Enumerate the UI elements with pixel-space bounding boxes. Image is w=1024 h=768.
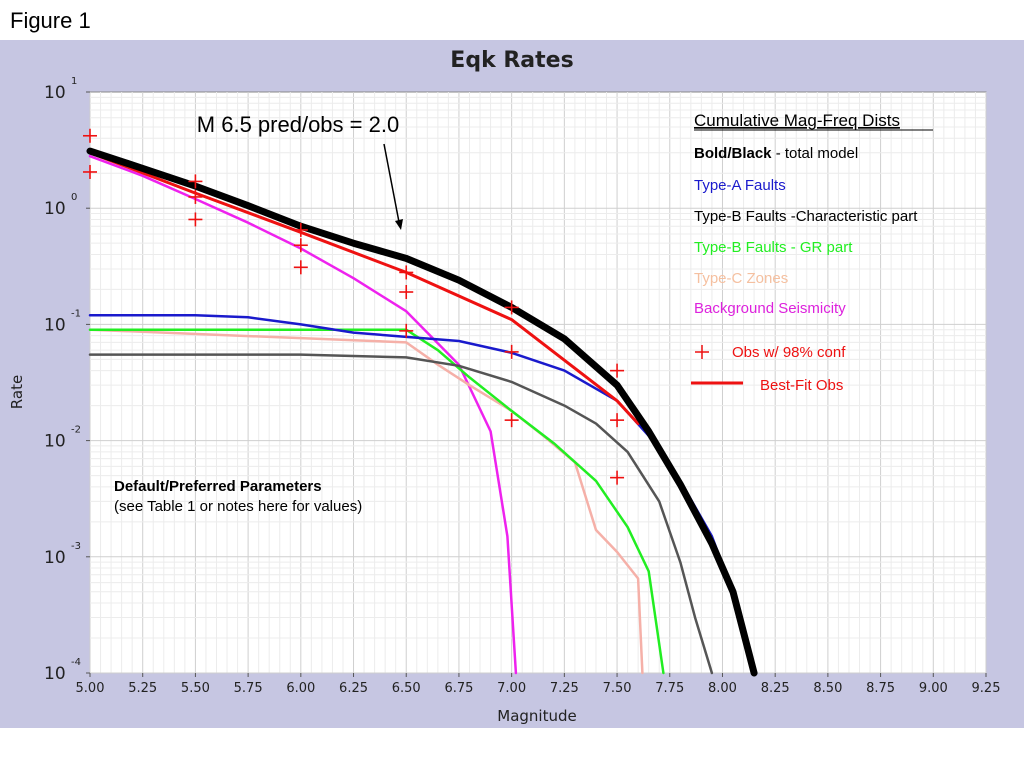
x-tick-label: 5.75 [234, 681, 263, 696]
obs-marker [188, 174, 203, 189]
legend-total: Bold/Black - total model [694, 145, 858, 162]
obs-marker [504, 344, 519, 359]
obs-marker [504, 413, 519, 428]
annotation-arrowhead [395, 219, 403, 230]
y-tick-exponent: 1 [71, 76, 77, 87]
params-note-title: Default/Preferred Parameters [114, 478, 322, 495]
observations-group [83, 128, 625, 485]
series-line-background [88, 154, 518, 675]
y-tick-label: 10 -4 [44, 657, 81, 684]
grid [89, 92, 987, 674]
obs-marker [293, 260, 308, 275]
x-tick-label: 7.25 [550, 681, 579, 696]
obs-marker [399, 265, 414, 280]
obs-marker [293, 238, 308, 253]
params-note-subtitle: (see Table 1 or notes here for values) [114, 498, 362, 515]
y-tick-base: 10 [44, 664, 66, 684]
obs-marker [610, 470, 625, 485]
series-line-type_b_char [88, 353, 714, 675]
obs-marker [610, 413, 625, 428]
legend-obs-marker [695, 345, 709, 359]
legend-total-bold: Bold/Black [694, 145, 772, 162]
y-tick-label: 10 1 [44, 76, 77, 103]
obs-marker [399, 323, 414, 338]
x-tick-label: 6.75 [444, 681, 473, 696]
obs-marker [83, 164, 97, 179]
legend-heading: Cumulative Mag-Freq Dists [694, 111, 900, 130]
params-note: Default/Preferred Parameters (see Table … [114, 478, 362, 515]
legend: Cumulative Mag-Freq Dists Bold/Black - t… [691, 111, 933, 394]
series-line-total [86, 147, 758, 677]
y-tick-exponent: -2 [71, 425, 81, 436]
x-tick-label: 8.00 [708, 681, 737, 696]
x-tick-label: 8.75 [866, 681, 895, 696]
axes: 5.00 5.25 5.50 5.75 6.00 6.25 6.50 6.75 7.00 7.25… [44, 76, 1000, 696]
legend-best-fit: Best-Fit Obs [760, 377, 843, 394]
x-tick-label: 5.25 [128, 681, 157, 696]
x-tick-label: 8.25 [761, 681, 790, 696]
obs-marker [83, 128, 97, 143]
y-tick-base: 10 [44, 83, 66, 103]
y-tick-label: 10 -2 [44, 425, 81, 452]
obs-marker [610, 363, 625, 378]
x-tick-label: 6.25 [339, 681, 368, 696]
obs-marker [188, 212, 203, 227]
chart-panel: 5.00 5.25 5.50 5.75 6.00 6.25 6.50 6.75 7.00 7.25… [0, 40, 1024, 728]
plot-area [89, 91, 987, 674]
series-line-type_b_gr [88, 328, 665, 675]
obs-marker [188, 189, 203, 204]
obs-marker [399, 285, 414, 300]
legend-obs: Obs w/ 98% conf [732, 344, 846, 361]
y-tick-label: 10 -1 [44, 308, 81, 335]
y-tick-base: 10 [44, 315, 66, 335]
y-axis-label: Rate [8, 375, 26, 409]
legend-type-b-gr: Type-B Faults - GR part [694, 239, 853, 256]
obs-marker [504, 300, 519, 315]
x-tick-label: 8.50 [813, 681, 842, 696]
y-tick-label: 10 -3 [44, 541, 81, 568]
obs-marker [293, 222, 308, 237]
x-tick-label: 5.50 [181, 681, 210, 696]
x-tick-label: 7.50 [603, 681, 632, 696]
x-tick-label: 9.00 [919, 681, 948, 696]
legend-type-b-char: Type-B Faults -Characteristic part [694, 208, 918, 225]
y-tick-base: 10 [44, 432, 66, 452]
x-tick-label: 6.50 [392, 681, 421, 696]
chart: 5.00 5.25 5.50 5.75 6.00 6.25 6.50 6.75 7.00 7.25… [8, 48, 1000, 725]
legend-type-a: Type-A Faults [694, 177, 786, 194]
figure-label: Figure 1 [10, 8, 91, 33]
y-tick-exponent: -4 [71, 657, 81, 668]
x-tick-label: 7.00 [497, 681, 526, 696]
chart-title: Eqk Rates [450, 48, 573, 73]
y-tick-exponent: 0 [71, 192, 77, 203]
y-tick-exponent: -1 [71, 308, 81, 319]
y-tick-base: 10 [44, 199, 66, 219]
x-tick-label: 9.25 [972, 681, 1001, 696]
legend-type-c: Type-C Zones [694, 270, 788, 287]
annotation: M 6.5 pred/obs = 2.0 [197, 112, 403, 230]
x-tick-label: 7.75 [655, 681, 684, 696]
legend-total-rest: - total model [772, 145, 859, 162]
annotation-text: M 6.5 pred/obs = 2.0 [197, 112, 399, 137]
x-tick-label: 6.00 [286, 681, 315, 696]
y-tick-exponent: -3 [71, 541, 81, 552]
legend-background: Background Seismicity [694, 300, 846, 317]
y-tick-label: 10 0 [44, 192, 77, 219]
x-axis-label: Magnitude [497, 707, 576, 725]
annotation-arrow [383, 143, 400, 223]
y-tick-base: 10 [44, 548, 66, 568]
x-tick-label: 5.00 [76, 681, 105, 696]
